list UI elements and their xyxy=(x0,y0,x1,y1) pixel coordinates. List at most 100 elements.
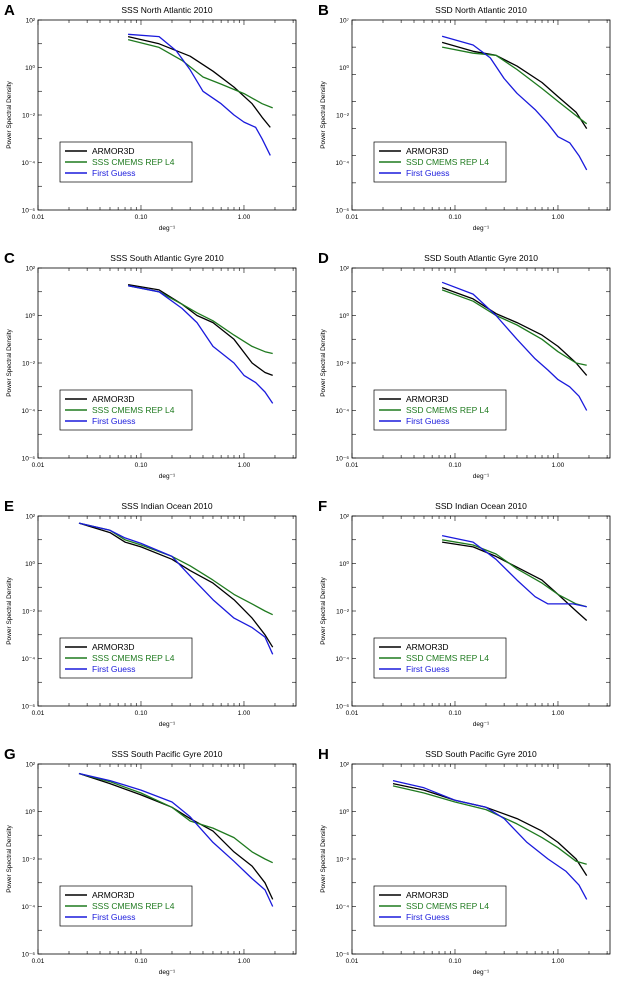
y-tick-label: 10² xyxy=(26,18,36,25)
y-tick-label: 10⁻² xyxy=(336,609,350,616)
y-tick-label: 10⁷ xyxy=(339,18,349,25)
legend-label: ARMOR3D xyxy=(92,146,135,156)
y-tick-label: 10⁻⁴ xyxy=(22,904,36,911)
y-tick-label: 10⁰ xyxy=(339,560,349,568)
series-line-ssd-cmems-rep-l4 xyxy=(441,539,587,608)
y-tick-label: 10² xyxy=(340,762,350,769)
x-axis-label: deg⁻¹ xyxy=(473,969,490,976)
legend-label: ARMOR3D xyxy=(406,642,449,652)
x-tick-label: 0.01 xyxy=(346,462,359,469)
legend-label: ARMOR3D xyxy=(406,890,449,900)
y-axis-label: Power Spectral Density xyxy=(6,576,13,644)
x-tick-label: 1.00 xyxy=(552,958,565,965)
legend-label: First Guess xyxy=(92,664,135,674)
x-tick-label: 0.01 xyxy=(346,214,359,221)
y-tick-label: 10⁻⁴ xyxy=(22,408,36,415)
chart-title: SSD Indian Ocean 2010 xyxy=(435,501,527,511)
y-tick-label: 10⁻⁴ xyxy=(336,904,350,911)
series-line-armor3d xyxy=(127,283,273,377)
x-tick-label: 1.00 xyxy=(552,214,565,221)
y-tick-label: 10⁻⁴ xyxy=(336,408,350,415)
series-line-sss-cmems-rep-l4 xyxy=(127,285,273,355)
panel-letter: G xyxy=(4,746,16,763)
series-line-first-guess xyxy=(128,33,271,156)
chart-panel-a: A SSS North Atlantic 2010 10⁻⁶ 10⁻⁴ 10⁻² 10⁰ 1… xyxy=(4,2,297,232)
legend-label: SSS CMEMS REP L4 xyxy=(92,405,175,415)
series-line-armor3d xyxy=(441,41,588,129)
x-tick-label: 1.00 xyxy=(238,710,251,717)
x-tick-label: 0.01 xyxy=(346,710,359,717)
series-line-ssd-cmems-rep-l4 xyxy=(441,46,588,125)
legend-label: SSS CMEMS REP L4 xyxy=(92,653,175,663)
series-line-armor3d xyxy=(392,782,588,876)
chart-title: SSS South Atlantic Gyre 2010 xyxy=(110,253,224,263)
y-tick-label: 10² xyxy=(26,266,36,273)
x-tick-label: 0.10 xyxy=(135,710,148,717)
x-tick-label: 0.01 xyxy=(32,214,45,221)
series-line-first-guess xyxy=(127,285,274,404)
panel-letter: D xyxy=(318,250,329,267)
y-tick-label: 10⁻⁶ xyxy=(336,456,350,463)
y-tick-label: 10⁻⁴ xyxy=(22,656,36,663)
legend-label: First Guess xyxy=(92,416,135,426)
x-tick-label: 1.00 xyxy=(238,462,251,469)
panel-letter: H xyxy=(318,746,329,763)
chart-panel-d: D SSD South Atlantic Gyre 2010 10⁻⁶ 10⁻⁴ 10⁻… xyxy=(318,250,611,480)
y-tick-label: 10⁻⁶ xyxy=(336,952,350,959)
y-tick-label: 10⁻⁴ xyxy=(336,656,350,663)
legend-label: First Guess xyxy=(406,664,449,674)
chart-panel-f: F SSD Indian Ocean 2010 10⁻⁶ 10⁻⁴ 10⁻² 10⁰ 10²… xyxy=(318,498,611,728)
x-axis-label: deg⁻¹ xyxy=(159,225,176,232)
panel-letter: C xyxy=(4,250,15,267)
y-tick-label: 10² xyxy=(340,514,350,521)
y-axis-label: Power Spectral Density xyxy=(320,576,327,644)
series-line-first-guess xyxy=(78,522,274,655)
y-tick-label: 10⁻⁴ xyxy=(22,160,36,167)
y-tick-label: 10⁻² xyxy=(336,361,350,368)
series-line-sss-cmems-rep-l4 xyxy=(78,522,273,616)
legend-label: SSS CMEMS REP L4 xyxy=(92,901,175,911)
legend-label: SSD CMEMS REP L4 xyxy=(406,157,489,167)
y-axis-label: Power Spectral Density xyxy=(6,824,13,892)
chart-title: SSD South Pacific Gyre 2010 xyxy=(425,749,537,759)
x-axis-label: deg⁻¹ xyxy=(473,721,490,728)
legend-label: First Guess xyxy=(92,168,135,178)
y-tick-label: 10⁻² xyxy=(336,857,350,864)
legend-label: First Guess xyxy=(92,912,135,922)
chart-title: SSD North Atlantic 2010 xyxy=(435,5,527,15)
series-line-sss-cmems-rep-l4 xyxy=(127,38,273,109)
y-tick-label: 10⁰ xyxy=(339,64,349,72)
series-line-first-guess xyxy=(441,35,588,171)
x-tick-label: 1.00 xyxy=(238,214,251,221)
legend-label: SSD CMEMS REP L4 xyxy=(406,405,489,415)
y-tick-label: 10⁻² xyxy=(22,609,36,616)
panel-letter: A xyxy=(4,2,15,19)
x-axis-label: deg⁻¹ xyxy=(473,473,490,480)
series-line-ssd-cmems-rep-l4 xyxy=(392,785,587,865)
x-tick-label: 0.01 xyxy=(32,462,45,469)
y-tick-label: 10⁰ xyxy=(25,64,35,72)
panel-letter: E xyxy=(4,498,14,515)
x-tick-label: 1.00 xyxy=(552,710,565,717)
series-line-sss-cmems-rep-l4 xyxy=(78,772,273,864)
chart-panel-c: C SSS South Atlantic Gyre 2010 10⁻⁶ 10⁻⁴ 10⁻… xyxy=(4,250,297,480)
legend-label: First Guess xyxy=(406,912,449,922)
chart-panel-h: H SSD South Pacific Gyre 2010 10⁻⁶ 10⁻⁴ 10⁻²… xyxy=(318,746,611,976)
legend-label: ARMOR3D xyxy=(406,146,449,156)
legend-label: ARMOR3D xyxy=(92,394,135,404)
x-tick-label: 0.10 xyxy=(135,462,148,469)
legend-label: ARMOR3D xyxy=(406,394,449,404)
y-tick-label: 10⁻⁶ xyxy=(22,208,36,215)
chart-panel-b: B SSD North Atlantic 2010 10⁻⁶ 10⁻⁴ 10⁻² 10⁰ 1… xyxy=(318,2,611,232)
x-axis-label: deg⁻¹ xyxy=(159,473,176,480)
chart-panel-e: E SSS Indian Ocean 2010 10⁻⁶ 10⁻⁴ 10⁻² 10⁰ 10²… xyxy=(4,498,297,728)
chart-title: SSS South Pacific Gyre 2010 xyxy=(111,749,222,759)
series-line-armor3d xyxy=(442,541,588,621)
y-tick-label: 10⁻⁶ xyxy=(336,208,350,215)
x-tick-label: 0.01 xyxy=(346,958,359,965)
series-line-armor3d xyxy=(127,35,271,128)
legend-label: First Guess xyxy=(406,168,449,178)
x-tick-label: 0.10 xyxy=(449,462,462,469)
chart-title: SSS North Atlantic 2010 xyxy=(121,5,212,15)
